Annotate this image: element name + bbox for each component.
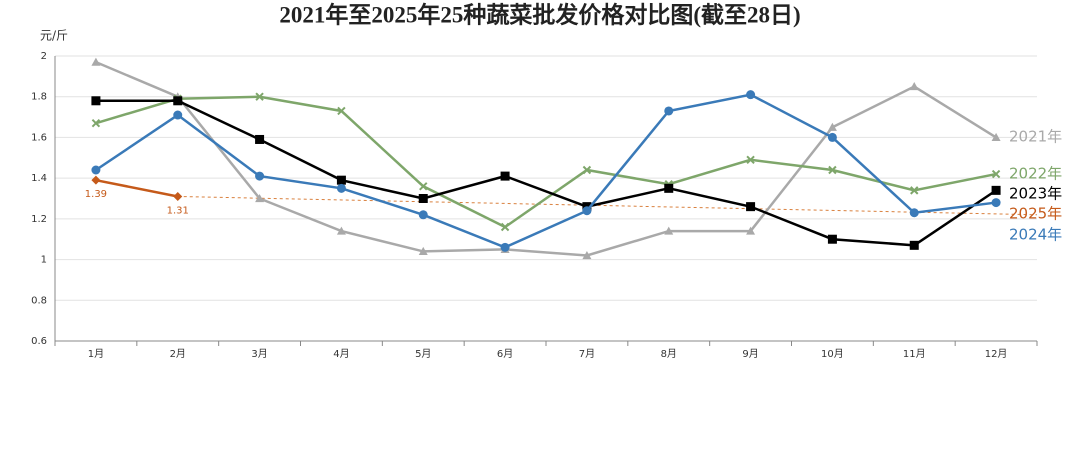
marker — [746, 226, 756, 235]
x-tick-label: 1月 — [88, 348, 104, 360]
y-tick-label: 1.2 — [31, 214, 47, 225]
y-tick-label: 1.4 — [31, 173, 47, 184]
marker — [828, 165, 837, 175]
marker — [255, 171, 265, 181]
y-tick-label: 0.8 — [31, 295, 47, 306]
marker — [827, 132, 837, 142]
data-label: 1.39 — [85, 189, 107, 200]
series-label: 2023年 — [1009, 185, 1062, 203]
y-tick-label: 2 — [41, 51, 47, 62]
marker — [909, 240, 919, 250]
marker — [91, 118, 101, 128]
marker — [991, 169, 1001, 179]
marker — [909, 82, 919, 91]
marker — [582, 206, 592, 216]
series-line — [95, 95, 997, 229]
x-tick-label: 12月 — [985, 348, 1008, 360]
marker — [91, 96, 101, 106]
marker — [991, 198, 1001, 208]
marker — [500, 222, 510, 232]
x-tick-label: 10月 — [821, 348, 844, 360]
y-axis-label: 元/斤 — [40, 29, 68, 43]
marker — [500, 242, 510, 252]
x-tick-label: 4月 — [333, 348, 349, 360]
trendline — [177, 195, 1038, 216]
marker — [255, 194, 265, 203]
series-label: 2025年 — [1009, 205, 1062, 223]
marker — [500, 171, 510, 181]
marker — [746, 202, 756, 212]
y-tick-label: 0.6 — [31, 336, 47, 347]
series-label: 2024年 — [1009, 226, 1062, 244]
series-line — [95, 99, 997, 247]
x-tick-label: 2月 — [170, 348, 186, 360]
series-label: 2022年 — [1009, 165, 1062, 183]
marker — [336, 226, 346, 235]
marker — [255, 92, 264, 101]
x-tick-label: 7月 — [579, 348, 595, 360]
marker — [173, 191, 183, 201]
marker — [418, 210, 428, 220]
marker — [91, 57, 101, 66]
x-tick-label: 11月 — [903, 348, 926, 360]
marker — [91, 175, 101, 185]
marker — [337, 106, 346, 116]
marker — [173, 96, 183, 106]
y-tick-label: 1.8 — [31, 92, 47, 103]
marker — [746, 155, 755, 165]
marker — [582, 165, 592, 175]
series-line — [95, 60, 997, 257]
marker — [173, 110, 183, 120]
data-label: 1.31 — [167, 205, 189, 216]
marker — [336, 175, 346, 185]
x-tick-label: 6月 — [497, 348, 513, 360]
marker — [746, 90, 756, 100]
x-tick-label: 9月 — [742, 348, 758, 360]
marker — [827, 234, 837, 244]
marker — [910, 186, 919, 195]
series-label: 2021年 — [1009, 128, 1062, 146]
chart-title: 2021年至2025年25种蔬菜批发价格对比图(截至28日) — [279, 1, 800, 27]
marker — [909, 208, 919, 218]
marker — [664, 226, 674, 235]
marker — [991, 132, 1001, 142]
marker — [419, 182, 428, 191]
marker — [418, 246, 428, 256]
marker — [336, 183, 346, 193]
x-tick-label: 8月 — [661, 348, 677, 360]
y-tick-label: 1 — [41, 255, 47, 266]
series-line — [95, 178, 178, 198]
y-tick-label: 1.6 — [31, 132, 47, 143]
marker — [664, 106, 674, 116]
x-tick-label: 5月 — [415, 348, 431, 360]
marker — [255, 134, 265, 144]
marker — [418, 194, 428, 203]
x-tick-label: 3月 — [251, 348, 267, 360]
series-line — [95, 93, 997, 249]
marker — [664, 183, 674, 193]
marker — [582, 251, 592, 260]
marker — [991, 185, 1001, 195]
marker — [827, 122, 837, 131]
marker — [91, 165, 101, 175]
